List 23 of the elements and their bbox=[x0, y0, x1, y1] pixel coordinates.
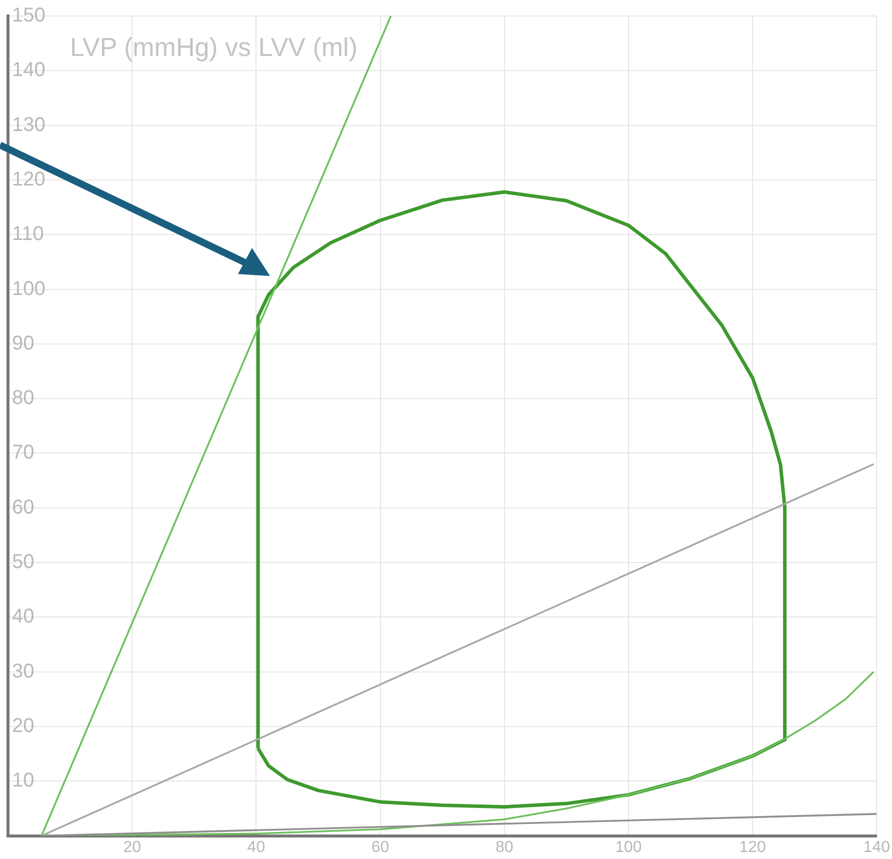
x-tick-label: 140 bbox=[863, 838, 890, 856]
y-tick-label: 90 bbox=[12, 332, 34, 354]
y-tick-label: 100 bbox=[12, 278, 46, 300]
y-tick-label: 30 bbox=[12, 660, 34, 682]
x-tick-label: 80 bbox=[495, 838, 514, 856]
x-tick-label: 20 bbox=[123, 838, 142, 856]
y-tick-label: 40 bbox=[12, 606, 34, 628]
y-tick-label: 80 bbox=[12, 387, 34, 410]
y-tick-label: 120 bbox=[12, 168, 46, 190]
y-tick-label: 50 bbox=[12, 551, 34, 574]
x-tick-label: 40 bbox=[247, 838, 266, 856]
y-tick-label: 20 bbox=[12, 715, 34, 738]
y-tick-label: 130 bbox=[12, 114, 46, 136]
x-tick-label: 120 bbox=[739, 838, 766, 856]
y-tick-label: 60 bbox=[12, 496, 34, 518]
y-tick-label: 150 bbox=[12, 4, 46, 27]
y-tick-label: 110 bbox=[12, 223, 44, 246]
y-tick-label: 70 bbox=[12, 442, 34, 464]
x-tick-label: 100 bbox=[615, 838, 642, 856]
y-tick-label: 10 bbox=[12, 770, 34, 792]
x-tick-label: 60 bbox=[371, 838, 390, 856]
y-tick-label: 140 bbox=[12, 59, 46, 82]
text: LVP (mmHg) vs LVV (ml) bbox=[70, 32, 358, 62]
